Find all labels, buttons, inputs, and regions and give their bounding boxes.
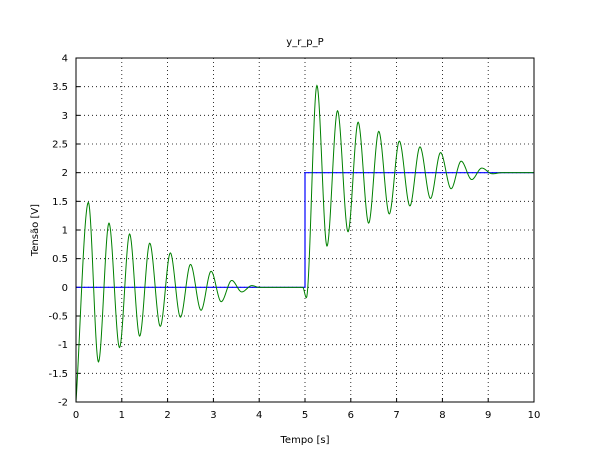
y-tick-label: -0.5 xyxy=(48,312,68,323)
y-tick-label: -1.5 xyxy=(48,369,68,380)
x-tick-label: 9 xyxy=(485,410,491,421)
x-tick-label: 0 xyxy=(73,410,79,421)
y-tick-label: 0.5 xyxy=(52,254,68,265)
y-tick-label: 3 xyxy=(62,111,68,122)
y-axis: -2 -1.5 -1 -0.5 0 0.5 1 1.5 2 2.5 3 3.5 4 xyxy=(48,54,80,409)
y-tick-label: 2 xyxy=(62,168,68,179)
x-tick-label: 5 xyxy=(302,410,308,421)
series-reference-line xyxy=(76,172,534,288)
x-axis: 0 1 2 3 4 5 6 7 8 9 10 xyxy=(73,398,541,421)
y-tick-label: -2 xyxy=(58,398,68,409)
y-axis-label: Tensão [V] xyxy=(30,204,41,257)
x-axis-label: Tempo [s] xyxy=(280,435,330,446)
y-tick-label: 1 xyxy=(62,226,68,237)
y-tick-label: -1 xyxy=(58,340,68,351)
x-tick-label: 3 xyxy=(210,410,216,421)
chart-title: y_r_p_P xyxy=(286,37,323,48)
x-tick-label: 6 xyxy=(348,410,354,421)
y-tick-label: 3.5 xyxy=(52,82,68,93)
y-tick-label: 0 xyxy=(62,283,68,294)
x-tick-label: 2 xyxy=(164,410,170,421)
plot-frame xyxy=(75,57,535,403)
y-tick-label: 2.5 xyxy=(52,140,68,151)
series-response-line xyxy=(75,84,534,403)
x-tick-label: 10 xyxy=(528,410,541,421)
series-group xyxy=(75,84,534,403)
y-tick-label: 4 xyxy=(62,54,68,65)
x-tick-label: 7 xyxy=(393,410,399,421)
x-tick-label: 4 xyxy=(256,410,262,421)
y-tick-label: 1.5 xyxy=(52,197,68,208)
x-tick-label: 1 xyxy=(119,410,125,421)
x-tick-label: 8 xyxy=(439,410,445,421)
